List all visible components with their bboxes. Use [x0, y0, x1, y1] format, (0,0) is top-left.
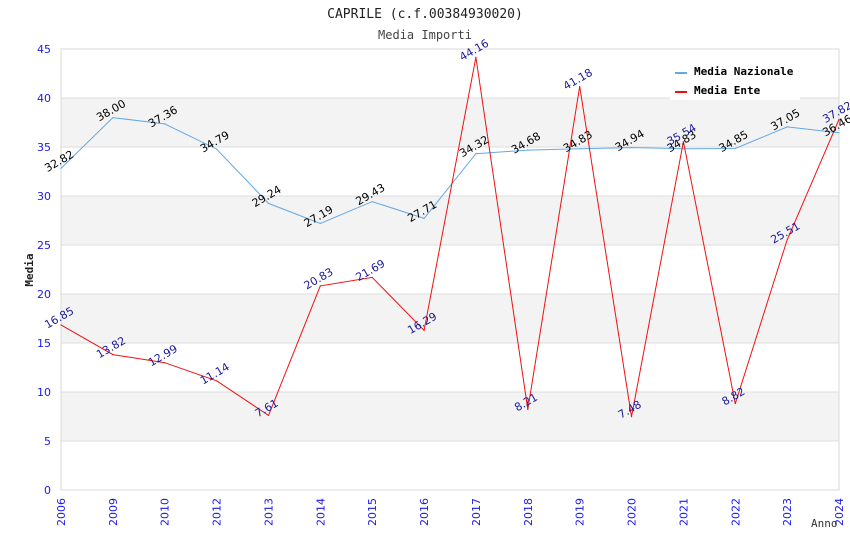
plot-frame	[60, 48, 840, 491]
x-axis-label: Anno	[811, 517, 838, 530]
data-point	[527, 149, 529, 151]
data-point	[267, 414, 270, 417]
data-point	[423, 217, 425, 220]
data-point	[164, 362, 166, 364]
y-tick-label: 30	[37, 190, 51, 203]
y-tick-label: 5	[44, 435, 51, 448]
y-tick-label: 10	[37, 386, 51, 399]
data-point	[630, 416, 633, 418]
y-axis-label: Media	[23, 253, 36, 286]
data-point	[267, 202, 270, 205]
data-point	[216, 148, 218, 150]
data-point	[371, 200, 373, 203]
x-tick-label: 2023	[781, 498, 794, 526]
y-tick-label: 0	[44, 484, 51, 497]
data-point	[734, 147, 736, 150]
x-tick-label: 2013	[262, 498, 275, 526]
x-tick-label: 2019	[574, 498, 587, 526]
data-point	[164, 123, 166, 125]
data-point	[112, 117, 114, 119]
x-tick-label: 2024	[833, 498, 846, 526]
grid-band	[61, 196, 839, 245]
data-point	[475, 56, 477, 58]
y-ticks: 0 5 10 15 20 25 30 35 40 45	[37, 43, 51, 497]
data-point	[838, 118, 840, 120]
data-point	[786, 239, 788, 241]
legend: Media Nazionale Media Ente	[670, 60, 800, 100]
data-point	[319, 285, 321, 287]
grid-band	[61, 98, 839, 147]
data-label: 21.69	[354, 257, 388, 284]
grid-bands	[61, 98, 839, 441]
x-tick-label: 2022	[729, 498, 742, 526]
data-point	[630, 146, 633, 149]
data-label: 41.18	[561, 66, 595, 93]
data-point	[112, 353, 114, 356]
data-point	[60, 324, 62, 326]
data-point	[786, 126, 788, 128]
y-tick-label: 15	[37, 337, 51, 350]
x-tick-label: 2021	[677, 498, 690, 526]
x-ticks: 2006 2009 2010 2012 2013 2014 2015 2016 2017 2018…	[55, 498, 846, 526]
data-point	[579, 85, 581, 88]
x-tick-label: 2006	[55, 498, 68, 526]
grid-band	[61, 392, 839, 441]
series-lines	[60, 56, 840, 418]
data-point	[216, 380, 218, 382]
legend-label-media-ente: Media Ente	[694, 84, 761, 97]
x-tick-label: 2016	[418, 498, 431, 526]
data-point	[682, 148, 685, 150]
data-point	[527, 408, 529, 411]
data-label: 12.99	[146, 342, 180, 369]
x-tick-label: 2017	[470, 498, 483, 526]
y-tick-label: 40	[37, 92, 51, 105]
data-point	[682, 141, 685, 143]
data-label: 11.14	[198, 360, 232, 387]
series-line-media-nazionale	[60, 117, 840, 225]
x-tick-label: 2010	[159, 498, 172, 526]
chart-subtitle: Media Importi	[378, 28, 472, 42]
y-tick-label: 35	[37, 141, 51, 154]
data-point	[371, 276, 373, 279]
data-point	[734, 402, 736, 405]
chart-title: CAPRILE (c.f.00384930020)	[327, 7, 523, 22]
x-tick-label: 2009	[107, 498, 120, 526]
y-tick-label: 25	[37, 239, 51, 252]
grid-band	[61, 294, 839, 343]
data-point	[60, 167, 62, 169]
data-point	[423, 329, 425, 331]
legend-box	[670, 60, 800, 100]
series-line-media-ente	[60, 57, 840, 417]
x-tick-label: 2014	[314, 498, 327, 526]
x-tick-label: 2012	[211, 498, 224, 526]
data-point	[579, 148, 581, 150]
x-tick-label: 2015	[366, 498, 379, 526]
data-point	[319, 222, 321, 225]
x-tick-label: 2018	[522, 498, 535, 526]
data-point	[475, 153, 477, 155]
y-tick-label: 45	[37, 43, 51, 56]
data-label: 20.83	[302, 265, 336, 292]
legend-label-media-nazionale: Media Nazionale	[694, 65, 794, 78]
y-tick-label: 20	[37, 288, 51, 301]
data-point	[838, 132, 840, 134]
x-tick-label: 2020	[626, 498, 639, 526]
